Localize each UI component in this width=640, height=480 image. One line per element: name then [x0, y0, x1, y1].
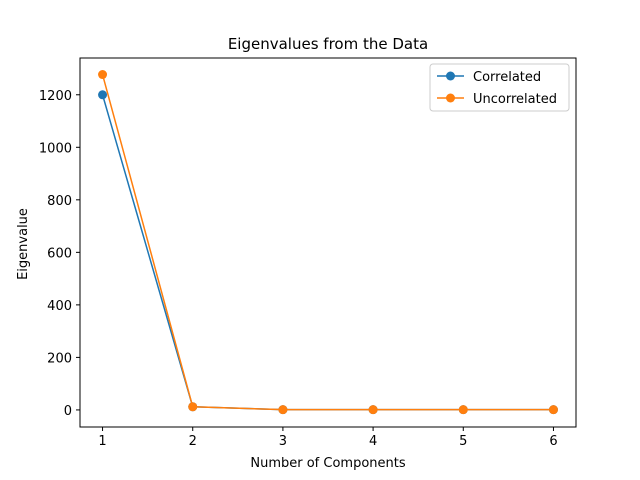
y-tick-label: 200 [47, 351, 72, 366]
x-axis: 1 2 3 4 5 6 [98, 427, 558, 449]
x-tick-label: 5 [459, 434, 467, 449]
series-line-uncorrelated [101, 74, 554, 411]
chart-title: Eigenvalues from the Data [228, 35, 428, 53]
legend-label-uncorrelated: Uncorrelated [473, 92, 557, 107]
y-tick-label: 600 [47, 246, 72, 261]
data-point-uncorrelated [548, 405, 558, 415]
y-axis-label: Eigenvalue [16, 208, 31, 280]
x-axis-label: Number of Components [250, 456, 405, 471]
y-tick-label: 1200 [39, 89, 72, 104]
data-point-uncorrelated [188, 402, 198, 412]
data-point-uncorrelated [368, 405, 378, 415]
y-axis: 0 200 400 600 800 1000 1200 [39, 89, 80, 419]
y-tick-label: 400 [47, 299, 72, 314]
data-point-correlated [98, 90, 108, 100]
legend-box [429, 63, 570, 112]
x-tick-label: 1 [98, 434, 106, 449]
data-point-uncorrelated [278, 405, 288, 415]
series-uncorrelated [98, 70, 558, 415]
y-tick-label: 1000 [39, 141, 72, 156]
plot-area [79, 57, 577, 428]
axes-frame [79, 57, 577, 428]
legend: Correlated Uncorrelated [429, 63, 570, 112]
x-tick-label: 6 [549, 434, 557, 449]
legend-label-correlated: Correlated [473, 70, 541, 85]
data-point-uncorrelated [98, 70, 108, 80]
x-tick-label: 3 [279, 434, 287, 449]
x-tick-label: 2 [189, 434, 197, 449]
legend-marker-correlated [446, 71, 455, 81]
series-layer [98, 70, 558, 415]
series-correlated [98, 90, 558, 415]
y-tick-label: 800 [47, 194, 72, 209]
x-tick-label: 4 [369, 434, 377, 449]
series-line-correlated [101, 94, 554, 411]
data-point-uncorrelated [458, 405, 468, 415]
y-tick-label: 0 [64, 404, 72, 419]
legend-marker-uncorrelated [446, 93, 455, 103]
